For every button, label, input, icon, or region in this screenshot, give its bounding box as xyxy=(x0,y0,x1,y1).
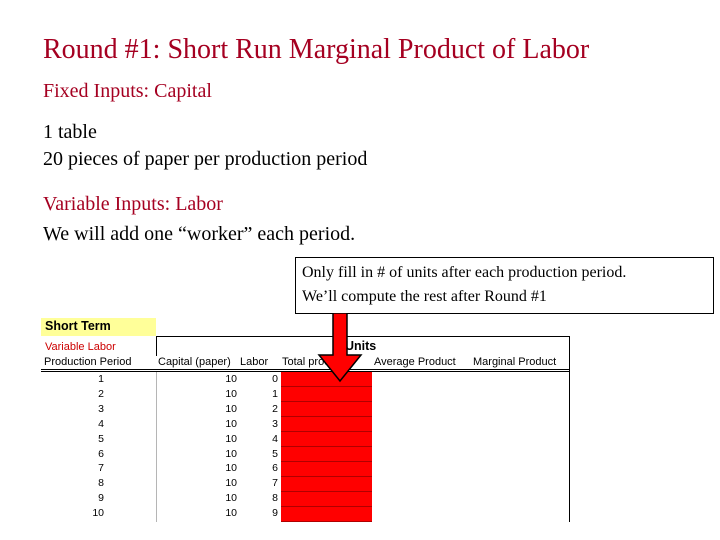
callout-line-2: We’ll compute the rest after Round #1 xyxy=(302,288,547,305)
cell-period: 1 xyxy=(98,373,104,385)
table-subtitle: Variable Labor xyxy=(45,341,116,353)
fixed-input-line-2: 20 pieces of paper per production period xyxy=(43,148,368,170)
cell-total-produced[interactable] xyxy=(281,505,372,507)
fixed-input-line-1: 1 table xyxy=(43,121,97,143)
variable-input-line: We will add one “worker” each period. xyxy=(43,223,356,245)
cell-total-produced[interactable] xyxy=(281,431,372,433)
cell-total-produced[interactable] xyxy=(281,401,372,403)
cell-capital: 10 xyxy=(225,417,237,430)
cell-labor: 1 xyxy=(272,387,278,400)
callout-line-1: Only fill in # of units after each produ… xyxy=(302,264,627,281)
cell-total-produced[interactable] xyxy=(281,490,372,492)
cell-period: 6 xyxy=(98,447,104,460)
cell-labor: 2 xyxy=(272,402,278,415)
slide-title: Round #1: Short Run Marginal Product of … xyxy=(43,34,590,65)
instruction-callout: Only fill in # of units after each produ… xyxy=(295,257,714,314)
cell-total-produced[interactable] xyxy=(281,386,372,388)
header-capital: Capital (paper) xyxy=(158,356,231,368)
variable-inputs-label: Variable Inputs: Labor xyxy=(43,193,223,215)
cell-labor: 6 xyxy=(272,462,278,475)
table-title: Short Term xyxy=(45,319,111,333)
cell-total-produced[interactable] xyxy=(281,446,372,447)
cell-period: 9 xyxy=(98,492,104,505)
cell-total-produced[interactable] xyxy=(281,475,372,477)
table-title-fill xyxy=(41,318,156,336)
cell-period: 2 xyxy=(98,387,104,400)
units-border-left xyxy=(156,336,157,356)
header-border-bottom xyxy=(41,369,569,370)
header-labor: Labor xyxy=(240,356,269,368)
cell-total-produced[interactable] xyxy=(281,460,372,462)
cell-capital: 10 xyxy=(225,432,237,445)
cell-labor: 8 xyxy=(272,492,278,505)
cell-period: 4 xyxy=(98,417,104,430)
cell-period: 5 xyxy=(98,432,104,445)
cell-capital: 10 xyxy=(225,402,237,415)
cell-labor: 5 xyxy=(272,447,278,460)
cell-period: 10 xyxy=(92,507,104,520)
cell-period: 3 xyxy=(98,402,104,415)
header-marginal: Marginal Product xyxy=(473,356,557,368)
cell-total-produced[interactable] xyxy=(281,416,372,418)
units-border-top xyxy=(156,336,569,337)
table-border-right xyxy=(569,336,570,522)
cell-labor: 3 xyxy=(272,417,278,430)
cell-period: 8 xyxy=(98,477,104,490)
cell-labor: 7 xyxy=(272,477,278,490)
cell-capital: 10 xyxy=(225,507,237,520)
header-period: Production Period xyxy=(44,356,132,368)
cell-capital: 10 xyxy=(225,492,237,505)
cell-total-produced[interactable] xyxy=(281,520,372,522)
cell-capital: 10 xyxy=(225,447,237,460)
cell-labor: 4 xyxy=(272,432,278,445)
total-produced-column xyxy=(281,372,372,522)
cell-capital: 10 xyxy=(225,387,237,400)
cell-capital: 10 xyxy=(225,462,237,475)
header-average: Average Product xyxy=(374,356,456,368)
col-divider-capital xyxy=(156,372,157,522)
cell-labor: 9 xyxy=(272,507,278,520)
cell-labor: 0 xyxy=(272,373,278,385)
fixed-inputs-label: Fixed Inputs: Capital xyxy=(43,80,212,102)
down-arrow-icon xyxy=(317,313,363,383)
units-label: Units xyxy=(345,339,377,353)
cell-capital: 10 xyxy=(225,373,237,385)
cell-period: 7 xyxy=(98,462,104,475)
cell-capital: 10 xyxy=(225,477,237,490)
header-border-bottom-double xyxy=(41,371,569,372)
